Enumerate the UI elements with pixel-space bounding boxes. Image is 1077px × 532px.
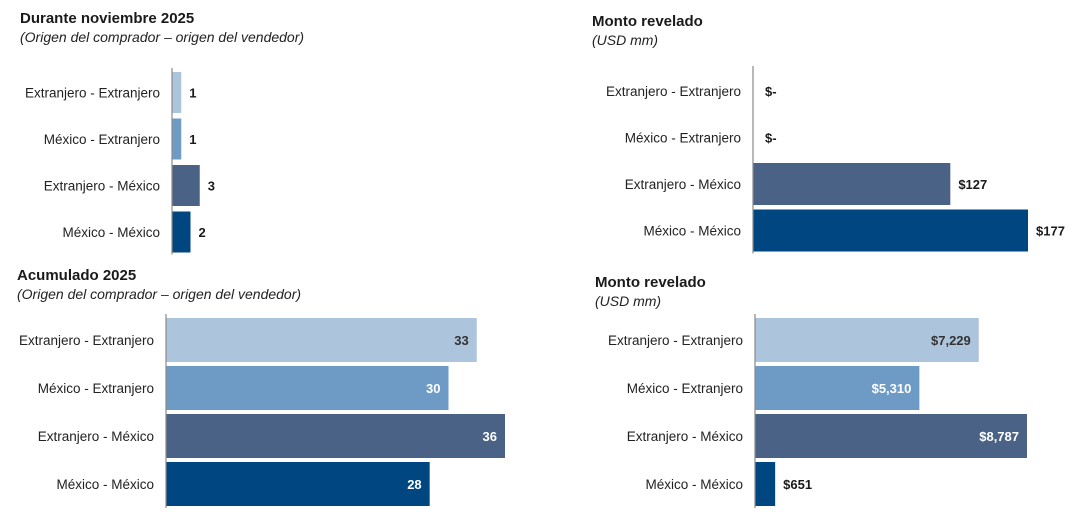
bar [172,211,191,253]
data-label: $127 [958,177,987,192]
chart-plot: Extranjero - Extranjero 1 México - Extranj… [25,68,215,255]
chart-plot: Extranjero - Extranjero $7,229 México - Ex… [608,314,1027,508]
category-label: México - México [645,477,743,492]
bar [753,209,1028,252]
bar [755,318,979,362]
category-label: Extranjero - México [625,177,741,192]
chart-subtitle: (USD mm) [592,32,659,48]
bar [172,165,200,206]
data-label: $177 [1036,224,1065,239]
data-label: 3 [208,179,215,194]
chart-title: Monto revelado [595,274,706,291]
chart-subtitle: (USD mm) [595,293,662,309]
category-label: México - Extranjero [627,381,743,396]
category-label: Extranjero - México [627,429,743,444]
data-label: $- [765,84,777,99]
data-label: $5,310 [872,381,912,396]
data-label: 33 [454,333,468,348]
category-label: México - Extranjero [38,381,154,396]
bar [166,462,430,506]
chart-title: Durante noviembre 2025 [20,10,195,27]
category-label: Extranjero - Extranjero [19,333,154,348]
bar [172,72,182,113]
chart-monthly-count: Durante noviembre 2025 (Origen del compr… [0,0,540,262]
bar [166,318,477,362]
category-label: Extranjero - México [44,179,160,194]
category-label: Extranjero - Extranjero [25,86,160,101]
chart-ytd-amount: Monto revelado (USD mm) Extranjero - Ext… [540,262,1077,532]
chart-title: Monto revelado [592,13,703,30]
data-label: 36 [483,429,497,444]
chart-plot: Extranjero - Extranjero 33 México - Extran… [19,314,505,508]
data-label: 2 [199,225,206,240]
bar [172,118,182,160]
category-label: Extranjero - México [38,429,154,444]
bar [755,366,920,410]
chart-plot: Extranjero - Extranjero $- México - Extran… [606,66,1065,254]
data-label: $- [765,131,777,146]
chart-title: Acumulado 2025 [17,267,137,284]
chart-subtitle: (Origen del comprador – origen del vende… [20,29,305,45]
data-label: 28 [407,477,421,492]
category-label: Extranjero - Extranjero [606,84,741,99]
bar [755,414,1027,458]
category-label: México - Extranjero [625,131,741,146]
data-label: $651 [783,477,812,492]
category-label: Extranjero - Extranjero [608,333,743,348]
bar [166,366,449,410]
chart-ytd-count: Acumulado 2025 (Origen del comprador – o… [0,262,540,532]
data-label: $8,787 [979,429,1019,444]
category-label: México - México [56,477,154,492]
category-label: México - Extranjero [44,132,160,147]
bar [166,414,505,458]
data-label: 1 [189,86,196,101]
category-label: México - México [643,224,741,239]
data-label: 1 [189,132,196,147]
data-label: 30 [426,381,440,396]
category-label: México - México [62,225,160,240]
bar [755,462,776,506]
chart-subtitle: (Origen del comprador – origen del vende… [17,286,302,302]
chart-monthly-amount: Monto revelado (USD mm) Extranjero - Ext… [540,0,1077,262]
data-label: $7,229 [931,333,971,348]
bar [753,163,951,205]
